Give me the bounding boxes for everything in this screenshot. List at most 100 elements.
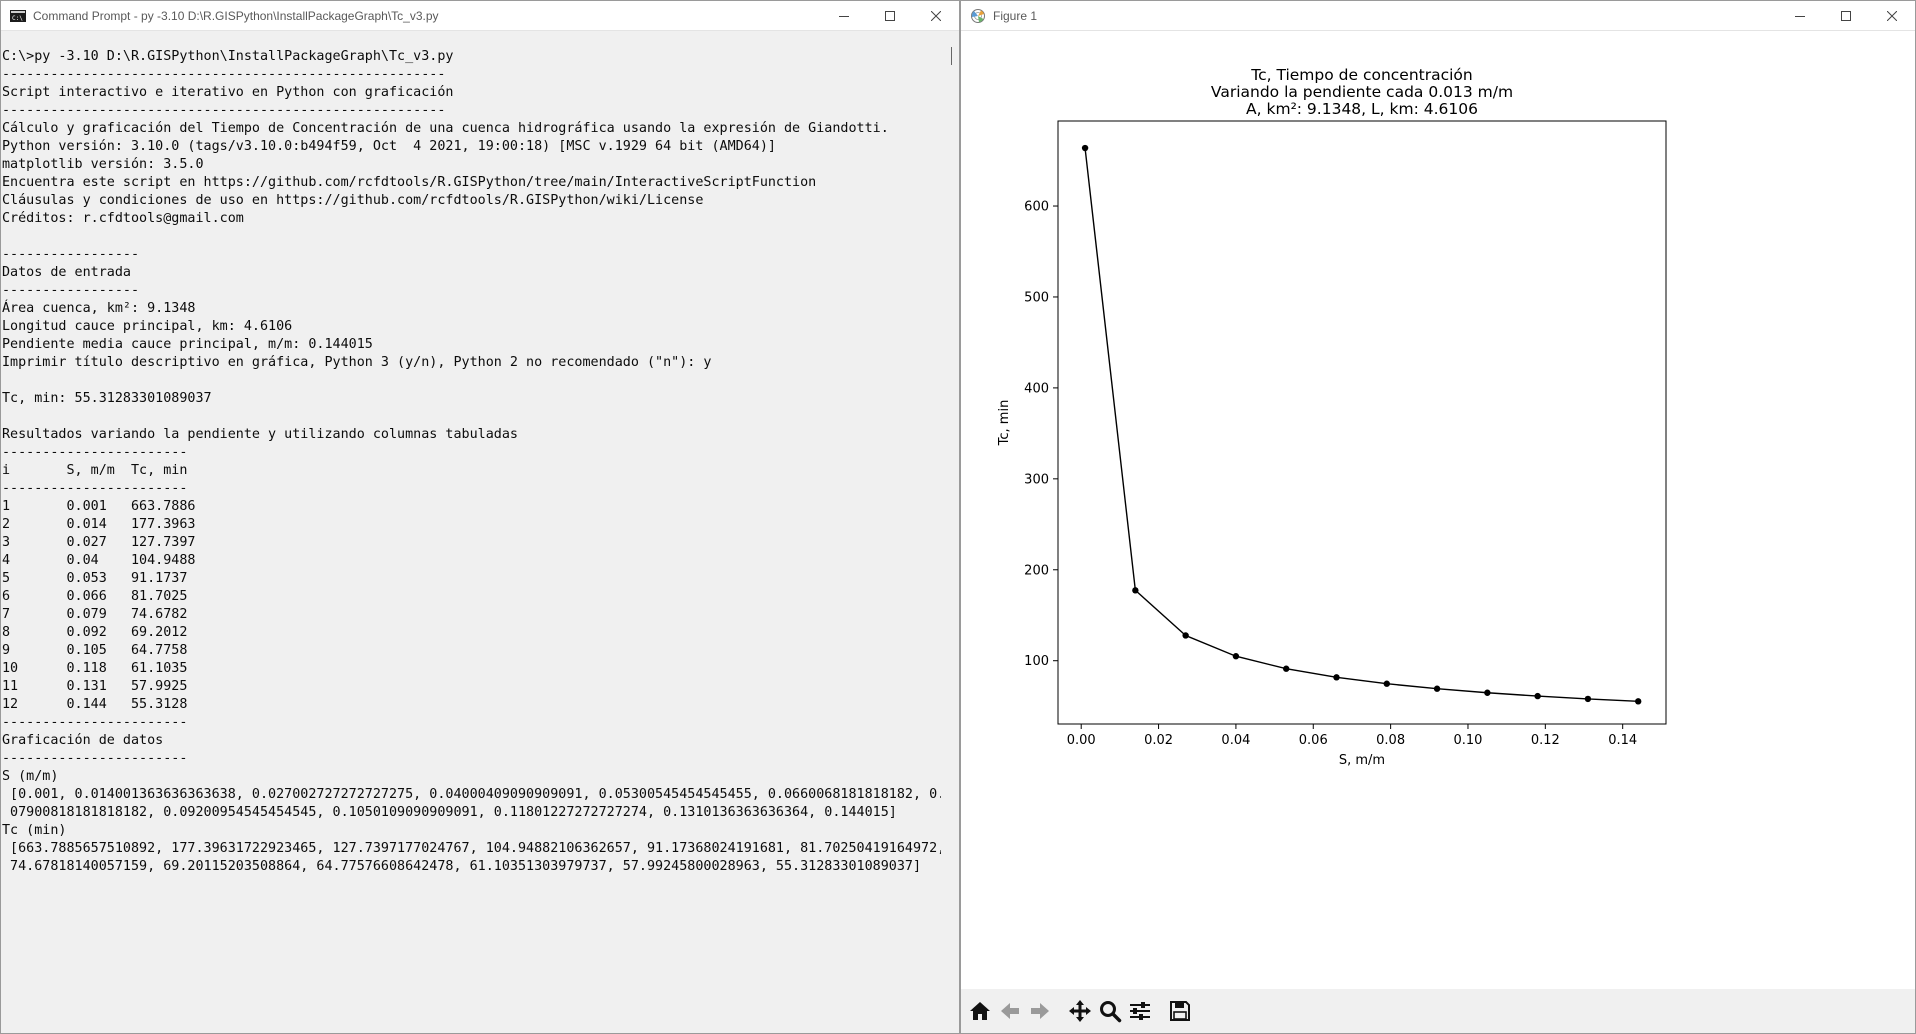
cmd-icon: C:\ <box>10 9 26 22</box>
console-line: 3 0.027 127.7397 <box>2 535 196 550</box>
series-line <box>1084 147 1639 703</box>
console-line: 7 0.079 74.6782 <box>2 607 188 622</box>
y-tick-label: 400 <box>1024 381 1049 396</box>
console-line: 11 0.131 57.9925 <box>2 679 188 694</box>
console-line: 74.67818140057159, 69.20115203508864, 64… <box>10 859 922 874</box>
figure-toolbar <box>961 989 1915 1033</box>
y-axis-label: Tc, min <box>997 400 1012 447</box>
console-line: Pendiente media cauce principal, m/m: 0.… <box>2 337 373 352</box>
cmd-titlebar[interactable]: C:\ Command Prompt - py -3.10 D:\R.GISPy… <box>1 1 959 31</box>
console-line: matplotlib versión: 3.5.0 <box>2 157 204 172</box>
console-line: Python versión: 3.10.0 (tags/v3.10.0:b49… <box>2 139 776 154</box>
console-area[interactable]: C:\>py -3.10 D:\R.GISPython\InstallPacka… <box>1 31 959 1033</box>
figure-window-title: Figure 1 <box>993 8 1038 23</box>
cmd-window-title: Command Prompt - py -3.10 D:\R.GISPython… <box>33 8 439 23</box>
back-button[interactable] <box>995 995 1025 1027</box>
console-line: 5 0.053 91.1737 <box>2 571 188 586</box>
console-line: [0.001, 0.014001363636363638, 0.02700272… <box>10 787 941 802</box>
console-line: ----------------------- <box>2 715 188 730</box>
zoom-button[interactable] <box>1095 995 1125 1027</box>
forward-button[interactable] <box>1025 995 1055 1027</box>
maximize-icon <box>1841 11 1851 21</box>
console-line: 2 0.014 177.3963 <box>2 517 196 532</box>
save-button[interactable] <box>1165 995 1195 1027</box>
y-tick-label: 200 <box>1024 563 1049 578</box>
home-icon <box>970 1002 990 1020</box>
minimize-icon <box>839 16 849 17</box>
figure-maximize-button[interactable] <box>1823 1 1869 31</box>
data-point <box>1383 680 1390 687</box>
console-line: S (m/m) <box>2 769 59 784</box>
cmd-close-button[interactable] <box>913 1 959 31</box>
x-tick-label: 0.02 <box>1144 733 1173 748</box>
console-line: Área cuenca, km²: 9.1348 <box>2 301 196 316</box>
console-line: Longitud cauce principal, km: 4.6106 <box>2 319 293 334</box>
y-tick-label: 300 <box>1024 472 1049 487</box>
pan-button[interactable] <box>1065 995 1095 1027</box>
x-tick-label: 0.08 <box>1376 733 1405 748</box>
console-line: Graficación de datos <box>2 733 164 748</box>
x-tick-label: 0.12 <box>1531 733 1560 748</box>
figure-titlebar[interactable]: Figure 1 <box>961 1 1915 31</box>
console-line: 8 0.092 69.2012 <box>2 625 188 640</box>
data-point <box>1333 674 1340 681</box>
move-icon <box>1069 1000 1091 1022</box>
console-line: 9 0.105 64.7758 <box>2 643 188 658</box>
x-tick-label: 0.04 <box>1221 733 1250 748</box>
sliders-icon <box>1130 1002 1150 1020</box>
console-line: 10 0.118 61.1035 <box>2 661 188 676</box>
console-line: Tc (min) <box>2 823 67 838</box>
console-line: 4 0.04 104.9488 <box>2 553 196 568</box>
close-icon <box>931 11 941 21</box>
console-line: Script interactivo e iterativo en Python… <box>2 85 454 100</box>
data-point <box>1132 587 1139 594</box>
cmd-maximize-button[interactable] <box>867 1 913 31</box>
data-point <box>1534 692 1541 700</box>
minimize-icon <box>1795 16 1805 17</box>
data-point <box>1484 689 1491 696</box>
x-axis-label: S, m/m <box>1339 753 1385 768</box>
data-point <box>1283 665 1290 672</box>
console-line: Resultados variando la pendiente y utili… <box>2 427 518 442</box>
chart-title-line: Variando la pendiente cada 0.013 m/m <box>1211 83 1513 101</box>
console-line: Imprimir título descriptivo en gráfica, … <box>2 355 712 370</box>
console-line: ----------------------------------------… <box>2 67 446 82</box>
console-line: Créditos: r.cfdtools@gmail.com <box>2 211 244 226</box>
x-tick-label: 0.10 <box>1453 733 1482 748</box>
data-point <box>1081 144 1089 152</box>
command-prompt-window[interactable]: C:\ Command Prompt - py -3.10 D:\R.GISPy… <box>0 0 960 1034</box>
magnifier-icon <box>1100 1001 1122 1023</box>
maximize-icon <box>885 11 895 21</box>
console-line: i S, m/m Tc, min <box>2 463 188 478</box>
figure-close-button[interactable] <box>1869 1 1915 31</box>
y-tick-label: 100 <box>1024 654 1049 669</box>
console-line: Tc, min: 55.31283301089037 <box>2 391 212 406</box>
console-line: 1 0.001 663.7886 <box>2 499 196 514</box>
x-tick-label: 0.00 <box>1067 733 1096 748</box>
console-line: ----------------------- <box>2 481 188 496</box>
x-ticks: 0.00 0.02 0.04 0.06 0.08 0.10 0.12 0.14 <box>1067 724 1637 748</box>
console-line: ----------------- <box>2 247 140 262</box>
series-points <box>1081 144 1642 705</box>
floppy-icon <box>1170 1001 1190 1021</box>
x-tick-label: 0.06 <box>1299 733 1328 748</box>
arrow-right-icon <box>1031 1003 1049 1019</box>
chart-title-line: A, km²: 9.1348, L, km: 4.6106 <box>1246 100 1478 118</box>
figure-minimize-button[interactable] <box>1777 1 1823 31</box>
console-line: [663.7885657510892, 177.39631722923465, … <box>10 841 941 856</box>
console-line: ----------------- <box>2 283 140 298</box>
cmd-minimize-button[interactable] <box>821 1 867 31</box>
home-button[interactable] <box>965 995 995 1027</box>
console-line: Datos de entrada <box>2 265 131 280</box>
figure-window[interactable]: Figure 1 Tc, Tiempo de concentración Vari… <box>960 0 1916 1034</box>
axes-frame <box>1057 120 1667 725</box>
data-point <box>1433 685 1441 692</box>
plot-canvas[interactable]: Tc, Tiempo de concentración Variando la p… <box>961 31 1915 989</box>
y-tick-label: 500 <box>1024 290 1049 305</box>
subplots-button[interactable] <box>1125 995 1155 1027</box>
y-tick-label: 600 <box>1024 200 1049 215</box>
console-line: Cláusulas y condiciones de uso en https:… <box>2 193 704 208</box>
console-line: Encuentra este script en https://github.… <box>2 175 817 190</box>
